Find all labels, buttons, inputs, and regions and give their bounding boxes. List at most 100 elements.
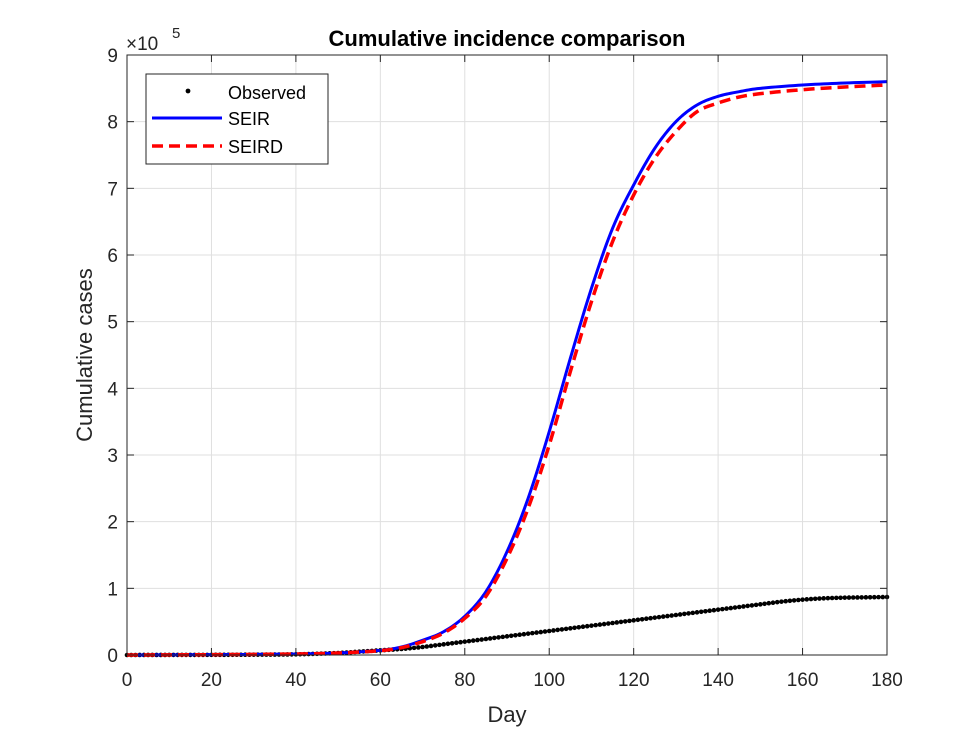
y-tick-label: 3 — [107, 446, 118, 467]
data-point-observed — [534, 630, 539, 635]
y-tick-label: 8 — [107, 113, 118, 134]
series-seird — [126, 83, 888, 657]
x-tick-label: 60 — [370, 670, 391, 691]
data-point-observed — [504, 634, 510, 639]
data-point-observed — [606, 621, 611, 626]
data-point-observed — [758, 602, 763, 607]
data-point-observed — [745, 603, 750, 609]
data-point-observed — [631, 618, 636, 623]
axes-box — [126, 54, 888, 656]
data-point-observed — [568, 626, 573, 631]
legend-item-seir: SEIR — [152, 109, 270, 129]
data-point-observed — [682, 611, 687, 617]
y-tick-label: 1 — [107, 579, 118, 600]
data-point-observed — [796, 597, 801, 603]
data-point-observed — [559, 627, 565, 632]
data-point-observed — [635, 617, 641, 623]
x-tick-label: 160 — [787, 670, 819, 691]
data-point-observed — [711, 607, 717, 613]
data-point-observed — [610, 620, 615, 626]
data-point-observed — [555, 627, 560, 633]
data-point-observed — [563, 626, 569, 632]
x-tick-label: 40 — [285, 670, 306, 691]
data-point-observed — [703, 608, 708, 614]
data-point-observed — [420, 644, 425, 650]
data-point-observed — [774, 599, 780, 605]
data-point-observed — [669, 613, 674, 618]
data-point-observed — [863, 595, 869, 600]
data-point-observed — [694, 610, 700, 615]
data-point-observed — [770, 600, 776, 605]
data-point-observed — [441, 642, 446, 647]
data-point-observed — [521, 631, 527, 637]
x-tick-label: 0 — [122, 670, 133, 691]
data-point-observed — [437, 642, 442, 648]
data-point-observed — [736, 604, 742, 610]
y-tick-label: 0 — [107, 646, 118, 667]
data-point-observed — [741, 604, 746, 609]
data-point-observed — [627, 618, 632, 624]
ticks — [126, 54, 888, 656]
data-point-observed — [812, 596, 818, 602]
y-multiplier-exponent: 5 — [172, 25, 180, 42]
data-point-observed — [618, 619, 624, 625]
chart-title: Cumulative incidence comparison — [329, 26, 686, 51]
y-tick-label: 6 — [107, 246, 118, 267]
data-point-observed — [728, 605, 734, 611]
x-tick-label: 120 — [618, 670, 650, 691]
data-point-observed — [648, 615, 653, 621]
x-tick-label: 80 — [454, 670, 475, 691]
data-point-observed — [416, 645, 421, 650]
data-point-observed — [525, 631, 531, 636]
data-point-observed — [411, 645, 417, 651]
data-point-observed — [542, 629, 548, 634]
data-point-observed — [876, 594, 881, 600]
data-point-observed — [513, 632, 518, 638]
data-point-observed — [724, 606, 729, 611]
data-point-observed — [462, 639, 468, 644]
data-point-observed — [838, 595, 843, 601]
data-point-observed — [732, 605, 738, 610]
series-layer — [124, 80, 890, 658]
data-point-observed — [715, 607, 721, 612]
data-point-observed — [466, 638, 472, 644]
data-point-observed — [753, 602, 759, 608]
data-point-observed — [842, 595, 848, 600]
data-point-observed — [779, 599, 784, 604]
legend-item-seird: SEIRD — [152, 137, 283, 157]
data-point-observed — [576, 624, 582, 630]
data-point-observed — [546, 628, 552, 634]
data-point-observed — [470, 638, 476, 643]
data-point-observed — [749, 603, 755, 608]
data-point-observed — [698, 609, 704, 615]
data-point-observed — [846, 595, 852, 600]
data-point-observed — [622, 619, 628, 624]
data-point-observed — [707, 608, 712, 614]
data-point-observed — [517, 632, 522, 638]
data-point-observed — [665, 613, 670, 619]
x-tick-label: 100 — [533, 670, 565, 691]
data-point-observed — [496, 635, 501, 640]
x-tick-label: 20 — [201, 670, 222, 691]
legend-label-seird: SEIRD — [228, 137, 283, 157]
data-point-observed — [656, 614, 662, 620]
data-point-observed — [449, 640, 455, 646]
data-point-observed — [850, 595, 856, 600]
legend-item-observed: Observed — [185, 83, 306, 103]
data-point-observed — [597, 622, 603, 627]
data-point-observed — [872, 594, 877, 600]
legend-label-observed: Observed — [228, 83, 306, 103]
data-point-observed — [500, 634, 506, 640]
legend-label-seir: SEIR — [228, 109, 270, 129]
data-point-observed — [601, 621, 607, 627]
line-seird — [126, 83, 888, 657]
legend: Observed SEIR SEIRD — [145, 73, 329, 165]
data-point-observed — [639, 616, 645, 622]
data-point-observed — [686, 611, 691, 616]
data-point-observed — [483, 636, 489, 642]
data-point-observed — [825, 595, 831, 601]
data-point-observed — [454, 640, 459, 646]
y-multiplier: ×10 5 — [126, 25, 180, 55]
x-tick-label: 180 — [871, 670, 903, 691]
data-point-observed — [821, 596, 826, 601]
